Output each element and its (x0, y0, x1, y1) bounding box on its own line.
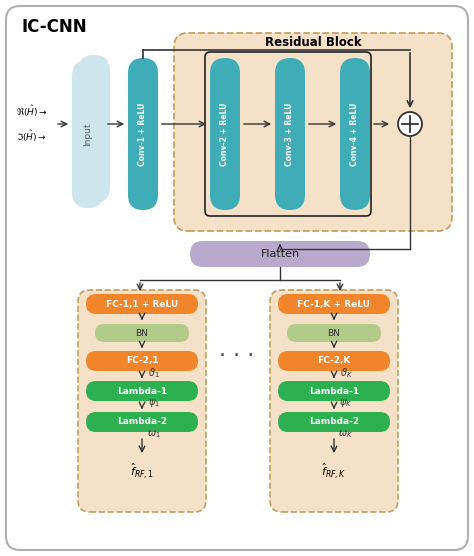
FancyBboxPatch shape (78, 55, 110, 203)
FancyBboxPatch shape (78, 290, 206, 512)
FancyBboxPatch shape (128, 58, 158, 210)
Text: Conv-1 + ReLU: Conv-1 + ReLU (138, 102, 147, 166)
Text: $\omega_1$: $\omega_1$ (147, 428, 161, 440)
Text: $\vartheta_K$: $\vartheta_K$ (339, 366, 353, 380)
FancyBboxPatch shape (86, 294, 198, 314)
FancyBboxPatch shape (270, 290, 398, 512)
Text: Residual Block: Residual Block (264, 36, 361, 49)
FancyBboxPatch shape (210, 58, 240, 210)
Text: FC-1,1 + ReLU: FC-1,1 + ReLU (106, 300, 178, 309)
Text: $\psi_K$: $\psi_K$ (339, 397, 353, 409)
Text: Input: Input (83, 122, 92, 146)
Text: Conv-3 + ReLU: Conv-3 + ReLU (285, 102, 294, 166)
Text: Lambda-1: Lambda-1 (309, 386, 359, 395)
FancyBboxPatch shape (278, 351, 390, 371)
Text: FC-1,K + ReLU: FC-1,K + ReLU (298, 300, 371, 309)
FancyBboxPatch shape (278, 381, 390, 401)
Text: FC-2,K: FC-2,K (317, 356, 351, 365)
Text: · · ·: · · · (219, 346, 255, 366)
Text: Lambda-2: Lambda-2 (117, 418, 167, 426)
Text: BN: BN (328, 329, 340, 337)
Text: FC-2,1: FC-2,1 (126, 356, 158, 365)
Text: Conv-4 + ReLU: Conv-4 + ReLU (350, 102, 359, 166)
Text: Lambda-2: Lambda-2 (309, 418, 359, 426)
Text: $\vartheta_1$: $\vartheta_1$ (148, 366, 160, 380)
Text: $\hat{f}_{RF,1}$: $\hat{f}_{RF,1}$ (130, 462, 154, 481)
FancyBboxPatch shape (72, 60, 104, 208)
FancyBboxPatch shape (6, 6, 468, 550)
FancyBboxPatch shape (287, 324, 381, 342)
Text: $\psi_1$: $\psi_1$ (148, 397, 160, 409)
Text: Flatten: Flatten (260, 249, 300, 259)
Text: Lambda-1: Lambda-1 (117, 386, 167, 395)
Text: $\omega_K$: $\omega_K$ (338, 428, 354, 440)
FancyBboxPatch shape (95, 324, 189, 342)
FancyBboxPatch shape (86, 412, 198, 432)
FancyBboxPatch shape (174, 33, 452, 231)
FancyBboxPatch shape (278, 412, 390, 432)
Text: $\hat{f}_{RF,K}$: $\hat{f}_{RF,K}$ (321, 462, 347, 481)
Text: $\Re(\hat{H})\rightarrow$: $\Re(\hat{H})\rightarrow$ (16, 103, 48, 119)
FancyBboxPatch shape (340, 58, 370, 210)
FancyBboxPatch shape (190, 241, 370, 267)
Text: Conv-2 + ReLU: Conv-2 + ReLU (220, 102, 229, 166)
Text: $\Im(\hat{H})\rightarrow$: $\Im(\hat{H})\rightarrow$ (16, 128, 47, 144)
Circle shape (398, 112, 422, 136)
FancyBboxPatch shape (86, 351, 198, 371)
FancyBboxPatch shape (275, 58, 305, 210)
Text: BN: BN (136, 329, 148, 337)
FancyBboxPatch shape (278, 294, 390, 314)
Text: IC-CNN: IC-CNN (22, 18, 88, 36)
FancyBboxPatch shape (86, 381, 198, 401)
